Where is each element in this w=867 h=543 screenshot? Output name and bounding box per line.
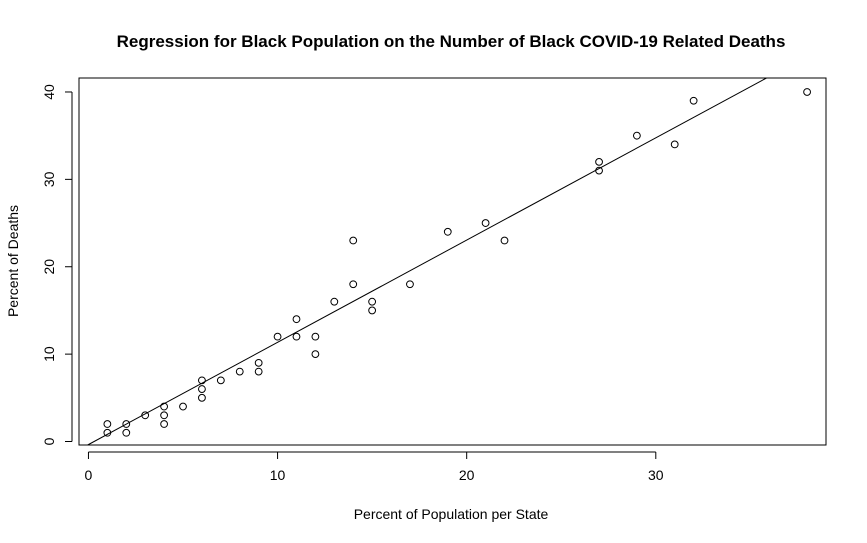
data-points	[103, 88, 811, 437]
x-tick-label: 30	[648, 467, 664, 483]
data-point	[443, 227, 452, 236]
data-point	[292, 332, 301, 341]
data-point	[689, 96, 698, 105]
data-point	[500, 236, 509, 245]
data-point	[160, 420, 169, 428]
data-point	[254, 367, 263, 376]
data-point	[292, 315, 301, 324]
data-point	[103, 420, 112, 428]
chart-title: Regression for Black Population on the N…	[117, 32, 786, 51]
data-point	[160, 411, 169, 420]
data-point	[122, 428, 131, 437]
data-point	[349, 236, 358, 245]
data-point	[254, 358, 263, 367]
data-point	[330, 297, 339, 306]
data-point	[198, 376, 206, 385]
y-axis: 0 10 20 30 40	[41, 84, 73, 445]
y-tick-label: 10	[41, 346, 57, 362]
y-tick-label: 0	[41, 437, 57, 445]
data-point	[179, 402, 187, 411]
data-point	[406, 280, 414, 289]
data-point	[160, 402, 169, 411]
data-point	[481, 219, 490, 227]
data-point	[670, 140, 679, 149]
plot-area-frame	[78, 77, 827, 446]
data-point	[122, 420, 131, 428]
y-tick-label: 20	[41, 259, 57, 275]
x-tick-label: 20	[459, 467, 475, 483]
data-point	[632, 131, 641, 140]
x-tick-label: 0	[85, 467, 93, 483]
regression-line-group	[87, 77, 767, 446]
data-point	[141, 411, 150, 420]
y-axis-label: Percent of Deaths	[5, 205, 21, 317]
data-point	[803, 88, 811, 96]
data-point	[198, 393, 206, 402]
data-point	[368, 297, 377, 306]
data-point	[311, 332, 320, 341]
y-tick-label: 40	[41, 84, 57, 100]
data-point	[273, 332, 282, 341]
data-point	[311, 350, 320, 359]
regression-line	[87, 77, 767, 446]
data-point	[595, 157, 603, 166]
x-axis-label: Percent of Population per State	[354, 506, 549, 522]
data-point	[595, 166, 603, 175]
data-point	[235, 367, 244, 376]
data-point	[103, 428, 112, 437]
data-point	[349, 280, 358, 289]
data-point	[368, 306, 377, 315]
data-point	[216, 376, 225, 385]
y-tick-label: 30	[41, 171, 57, 187]
x-axis: 0 10 20 30	[85, 451, 664, 483]
x-tick-label: 10	[270, 467, 286, 483]
data-point	[198, 385, 206, 393]
